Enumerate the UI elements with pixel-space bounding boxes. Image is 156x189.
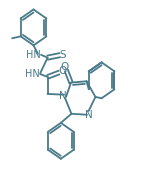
Text: O: O bbox=[61, 62, 69, 72]
Text: O: O bbox=[58, 66, 66, 76]
Text: N: N bbox=[85, 110, 93, 120]
Text: S: S bbox=[60, 50, 66, 60]
Text: HN: HN bbox=[26, 50, 41, 60]
Text: HN: HN bbox=[25, 69, 40, 79]
Text: N: N bbox=[59, 91, 67, 101]
